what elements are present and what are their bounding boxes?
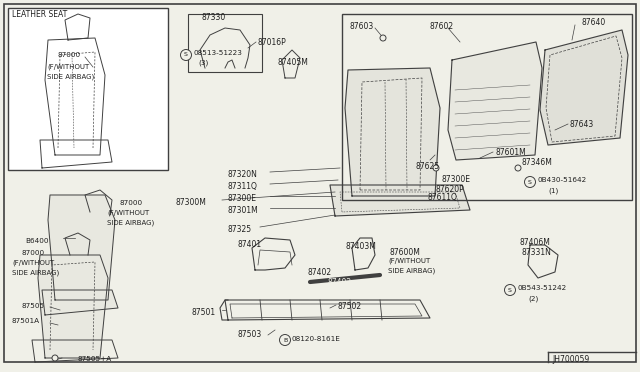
Text: 87405M: 87405M xyxy=(278,58,309,67)
Text: 08513-51223: 08513-51223 xyxy=(193,50,242,56)
Text: S: S xyxy=(528,180,532,185)
Circle shape xyxy=(180,49,191,61)
Text: JH700059: JH700059 xyxy=(552,355,589,364)
Text: (F/WITHOUT: (F/WITHOUT xyxy=(12,260,54,266)
Text: 87301M: 87301M xyxy=(228,206,259,215)
Text: 87300E: 87300E xyxy=(442,175,471,184)
Text: 87620P: 87620P xyxy=(435,185,464,194)
Text: 87325: 87325 xyxy=(228,225,252,234)
Text: S: S xyxy=(508,288,512,292)
Circle shape xyxy=(433,165,439,171)
Polygon shape xyxy=(345,68,440,196)
Text: 87016P: 87016P xyxy=(258,38,287,47)
Text: (F/WITHOUT: (F/WITHOUT xyxy=(388,258,430,264)
Circle shape xyxy=(525,176,536,187)
Text: 87501: 87501 xyxy=(192,308,216,317)
Text: (F/WITHOUT: (F/WITHOUT xyxy=(47,63,89,70)
Text: 08120-8161E: 08120-8161E xyxy=(292,336,341,342)
Text: 87406M: 87406M xyxy=(520,238,551,247)
Text: 87300E: 87300E xyxy=(228,194,257,203)
Text: 87311Q: 87311Q xyxy=(228,182,258,191)
Text: 87502: 87502 xyxy=(338,302,362,311)
Text: 0B543-51242: 0B543-51242 xyxy=(518,285,567,291)
Bar xyxy=(8,8,168,170)
Text: 87331N: 87331N xyxy=(522,248,552,257)
Text: B: B xyxy=(283,337,287,343)
Text: 87611Q: 87611Q xyxy=(428,193,458,202)
Polygon shape xyxy=(48,195,115,300)
Text: S: S xyxy=(184,52,188,58)
Text: 87330: 87330 xyxy=(202,13,227,22)
Polygon shape xyxy=(40,140,112,168)
Text: 87000: 87000 xyxy=(22,250,45,256)
Text: (F/WITHOUT: (F/WITHOUT xyxy=(107,210,149,217)
Text: 87000: 87000 xyxy=(120,200,143,206)
Polygon shape xyxy=(330,185,470,216)
Circle shape xyxy=(280,334,291,346)
Polygon shape xyxy=(42,290,118,315)
Polygon shape xyxy=(38,255,108,358)
Text: 87403M: 87403M xyxy=(345,242,376,251)
Bar xyxy=(188,14,262,72)
Bar xyxy=(342,14,632,200)
Text: 87402: 87402 xyxy=(308,268,332,277)
Text: B6400: B6400 xyxy=(25,238,49,244)
Text: 87000: 87000 xyxy=(58,52,81,58)
Text: 87320N: 87320N xyxy=(228,170,258,179)
Text: 87300M: 87300M xyxy=(175,198,206,207)
Text: 87501A: 87501A xyxy=(12,318,40,324)
Text: 87603: 87603 xyxy=(350,22,374,31)
Text: 0B430-51642: 0B430-51642 xyxy=(537,177,586,183)
Text: SIDE AIRBAG): SIDE AIRBAG) xyxy=(388,268,435,275)
Text: (1): (1) xyxy=(548,188,558,195)
Text: 87601M: 87601M xyxy=(495,148,525,157)
Text: SIDE AIRBAG): SIDE AIRBAG) xyxy=(47,73,94,80)
Circle shape xyxy=(504,285,515,295)
Text: 87602: 87602 xyxy=(430,22,454,31)
Text: 87346M: 87346M xyxy=(522,158,553,167)
Text: LEATHER SEAT: LEATHER SEAT xyxy=(12,10,67,19)
Text: 87401: 87401 xyxy=(238,240,262,249)
Text: 87505+A: 87505+A xyxy=(78,356,112,362)
Text: SIDE AIRBAG): SIDE AIRBAG) xyxy=(12,270,60,276)
Text: 87643: 87643 xyxy=(570,120,595,129)
Circle shape xyxy=(380,35,386,41)
Text: 87640: 87640 xyxy=(582,18,606,27)
Circle shape xyxy=(515,165,521,171)
Text: 87600M: 87600M xyxy=(390,248,421,257)
Polygon shape xyxy=(45,38,105,155)
Text: (2): (2) xyxy=(528,295,538,301)
Circle shape xyxy=(52,355,58,361)
Text: 87402: 87402 xyxy=(328,278,352,287)
Text: 87503: 87503 xyxy=(238,330,262,339)
Text: 87625: 87625 xyxy=(415,162,439,171)
Text: 87505: 87505 xyxy=(22,303,45,309)
Polygon shape xyxy=(448,42,542,160)
Text: (3): (3) xyxy=(198,60,208,67)
Polygon shape xyxy=(540,30,628,145)
Text: SIDE AIRBAG): SIDE AIRBAG) xyxy=(107,220,154,227)
